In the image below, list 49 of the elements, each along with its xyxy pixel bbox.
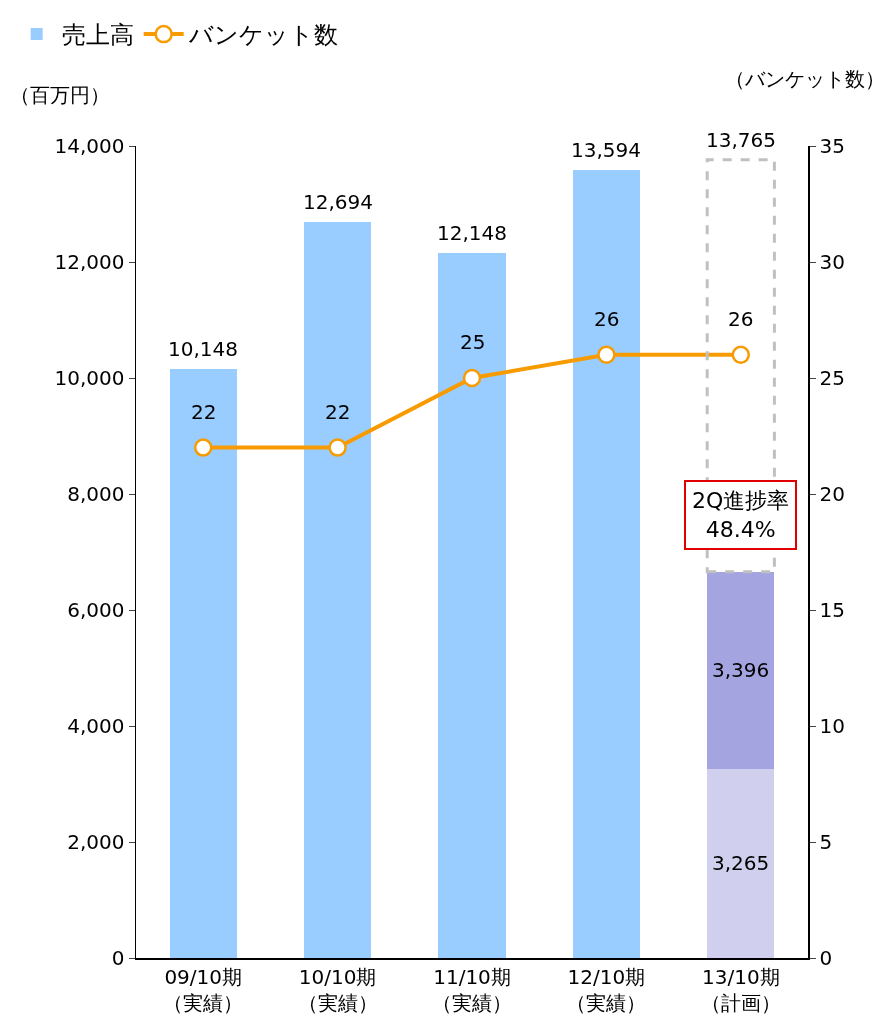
data-label: 25 <box>460 330 486 354</box>
data-label: 3,265 <box>712 851 770 875</box>
y-tick-label: 4,000 <box>67 714 125 738</box>
total-label: 13,765 <box>706 128 776 152</box>
data-label: 12,694 <box>303 190 373 214</box>
data-label: 3,396 <box>712 658 770 682</box>
point <box>328 438 347 457</box>
y2-axis-title: （バンケット数） <box>725 67 885 91</box>
point <box>731 345 751 365</box>
y2-tick-label: 5 <box>819 830 833 854</box>
point <box>597 345 616 365</box>
legend-label: バンケット数 <box>187 21 338 50</box>
x-tick-label: 13/10期（計画） <box>700 964 781 1015</box>
x-tick-label: 10/10期（実績） <box>297 964 378 1015</box>
point <box>462 368 482 388</box>
y-tick-label: 12,000 <box>54 250 125 274</box>
y-tick-label: 2,000 <box>67 830 125 854</box>
data-label: 22 <box>191 400 217 424</box>
y-tick-label: 14,000 <box>54 134 125 158</box>
y2-tick-label: 25 <box>819 366 845 390</box>
x-tick-label: 09/10期（実績） <box>163 964 244 1015</box>
bar <box>169 369 237 958</box>
y-tick-label: 0 <box>111 946 125 970</box>
y2-tick-label: 15 <box>819 598 845 622</box>
data-label: 26 <box>728 307 754 331</box>
y2-tick-label: 10 <box>819 714 845 738</box>
y-tick-label: 6,000 <box>67 598 125 622</box>
bar <box>438 253 506 958</box>
data-label: 10,148 <box>168 337 238 361</box>
legend-label: 売上高 <box>61 21 134 50</box>
y2-tick-label: 0 <box>819 946 833 970</box>
annotation: 2Q進捗率 48.4% <box>692 488 790 542</box>
x-tick-label: 12/10期（実績） <box>566 964 647 1015</box>
y2-tick-label: 20 <box>819 482 845 506</box>
y-tick-label: 10,000 <box>54 366 125 390</box>
data-label: 22 <box>325 400 351 424</box>
x-tick-label: 11/10期（実績） <box>432 964 512 1015</box>
data-label: 13,594 <box>571 138 641 162</box>
y-axis-title: （百万円） <box>10 83 110 107</box>
y2-tick-label: 30 <box>819 250 845 274</box>
bar <box>304 221 372 958</box>
bar <box>707 768 775 958</box>
data-label: 26 <box>594 307 620 331</box>
point <box>193 438 213 457</box>
y-tick-label: 8,000 <box>67 482 125 506</box>
data-label: 12,148 <box>437 221 507 245</box>
bar <box>707 571 775 769</box>
y2-tick-label: 35 <box>819 134 845 158</box>
bar <box>572 169 640 958</box>
